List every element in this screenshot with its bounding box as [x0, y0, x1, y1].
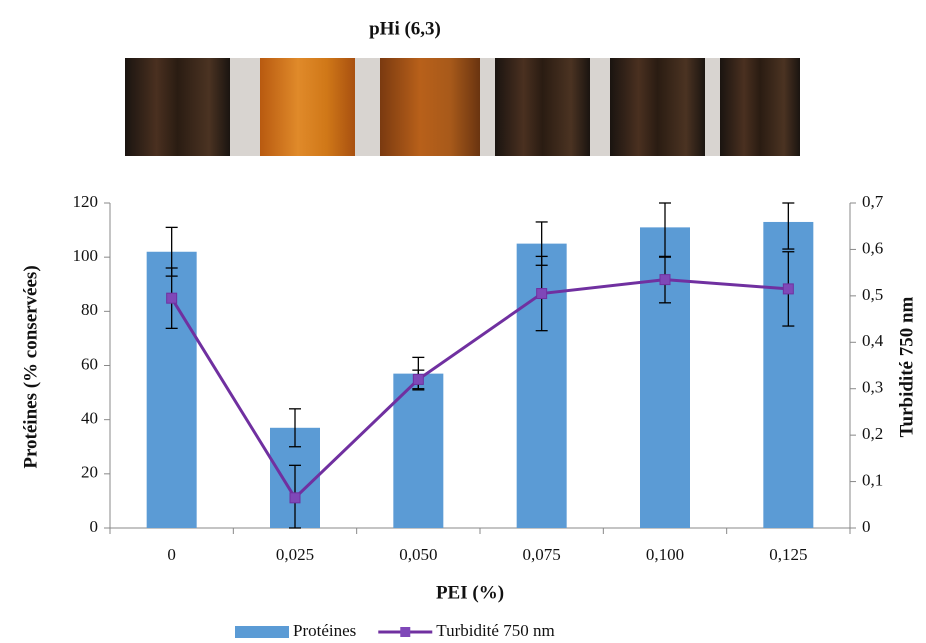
- marker: [412, 373, 424, 385]
- y-tick-label: 100: [73, 246, 99, 265]
- legend-marker: [400, 627, 411, 637]
- y2-tick-label: 0,7: [862, 192, 884, 211]
- photo-strip: [125, 58, 800, 156]
- x-tick-label: 0,025: [276, 545, 314, 564]
- y2-tick-label: 0,2: [862, 424, 883, 443]
- chart-title: pHi (6,3): [369, 18, 441, 39]
- error-bar: [782, 202, 795, 250]
- legend-label: Turbidité 750 nm: [436, 621, 554, 640]
- y2-tick-label: 0,4: [862, 331, 884, 350]
- x-tick-label: 0,050: [399, 545, 437, 564]
- y-tick-label: 80: [81, 300, 98, 319]
- y-tick-label: 20: [81, 463, 98, 482]
- y-tick-label: 0: [90, 517, 99, 536]
- marker: [659, 274, 671, 286]
- error-bar: [289, 408, 301, 448]
- y2-tick-label: 0,3: [862, 378, 883, 397]
- marker: [289, 492, 301, 504]
- y-tick-label: 120: [73, 192, 99, 211]
- x-tick-label: 0,125: [769, 545, 807, 564]
- y-tick-label: 60: [81, 354, 98, 373]
- y-tick-label: 40: [81, 409, 98, 428]
- y2-tick-label: 0,5: [862, 285, 883, 304]
- y-axis-label: Protéines (% conservées): [20, 265, 41, 468]
- legend-swatch: [235, 626, 289, 638]
- x-axis-label: PEI (%): [436, 582, 504, 603]
- x-tick-label: 0,075: [523, 545, 561, 564]
- marker: [782, 283, 794, 295]
- legend-label: Protéines: [293, 621, 356, 640]
- y2-axis-label: Turbidité 750 nm: [896, 296, 917, 437]
- y2-tick-label: 0,1: [862, 470, 883, 489]
- x-tick-label: 0,100: [646, 545, 684, 564]
- line: [170, 278, 789, 501]
- y2-tick-label: 0,6: [862, 238, 883, 257]
- marker: [166, 292, 178, 304]
- y2-tick-label: 0: [862, 517, 871, 536]
- x-tick-label: 0: [167, 545, 176, 564]
- marker: [536, 288, 548, 300]
- bar: [393, 373, 444, 528]
